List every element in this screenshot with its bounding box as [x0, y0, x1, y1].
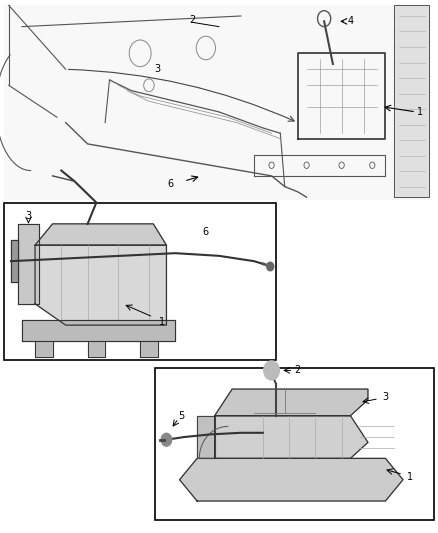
Polygon shape: [88, 341, 105, 357]
Text: 1: 1: [417, 107, 424, 117]
Text: 3: 3: [382, 392, 389, 402]
Polygon shape: [18, 224, 39, 304]
Polygon shape: [22, 320, 175, 341]
Text: 2: 2: [295, 366, 301, 375]
Polygon shape: [215, 389, 368, 416]
Polygon shape: [394, 5, 429, 197]
Polygon shape: [215, 416, 368, 458]
Text: 1: 1: [159, 318, 165, 327]
FancyBboxPatch shape: [155, 368, 434, 520]
Text: 3: 3: [155, 64, 161, 74]
Text: 6: 6: [168, 179, 174, 189]
FancyBboxPatch shape: [4, 203, 276, 360]
Circle shape: [267, 262, 274, 271]
Text: 4: 4: [347, 17, 353, 26]
Text: 3: 3: [25, 211, 32, 221]
Polygon shape: [35, 245, 166, 325]
Polygon shape: [35, 224, 166, 245]
Polygon shape: [35, 341, 53, 357]
Text: 5: 5: [179, 411, 185, 421]
Text: 2: 2: [190, 15, 196, 25]
Circle shape: [264, 361, 279, 380]
Polygon shape: [180, 458, 403, 501]
Polygon shape: [11, 240, 18, 282]
Text: 1: 1: [406, 472, 413, 482]
Text: 6: 6: [203, 227, 209, 237]
Circle shape: [161, 433, 172, 446]
Polygon shape: [140, 341, 158, 357]
FancyBboxPatch shape: [4, 5, 429, 200]
Polygon shape: [197, 416, 215, 458]
